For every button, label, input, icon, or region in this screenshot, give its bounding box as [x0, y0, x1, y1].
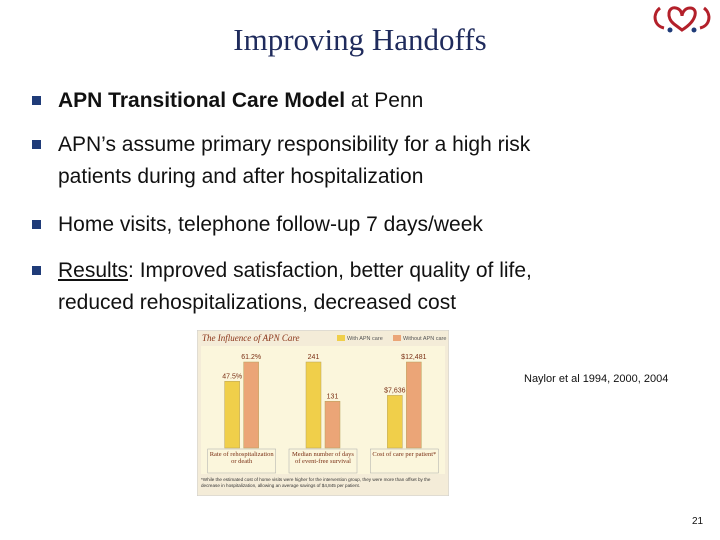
chart-footnote: *While the estimated cost of home visits… [201, 477, 431, 488]
bar [243, 361, 259, 449]
value-label: $12,481 [401, 354, 426, 361]
value-label: 241 [308, 354, 320, 361]
bullet-text: at Penn [350, 89, 424, 112]
chart-title: The Influence of APN Care [202, 333, 299, 343]
bullet-line: : Improved satisfaction, better quality … [128, 259, 532, 282]
legend-swatch [337, 335, 345, 341]
category-box [370, 448, 439, 474]
category-label: Median number of days of event-free surv… [292, 451, 354, 465]
value-label: $7,636 [384, 387, 406, 394]
legend-swatch [393, 335, 401, 341]
slide-title: Improving Handoffs [233, 22, 487, 57]
category-box [288, 448, 358, 474]
bar [387, 395, 403, 449]
bullet-text: Home visits, telephone follow-up 7 days/… [58, 213, 483, 236]
category-label: Cost of care per patient* [372, 451, 437, 458]
page-number: 21 [692, 516, 704, 527]
bullet-bold: APN Transitional Care Model [58, 89, 346, 112]
legend-label: With APN care [347, 336, 383, 342]
value-label: 61.2% [241, 354, 261, 361]
bullet-line: reduced rehospitalizations, decreased co… [58, 291, 457, 314]
chart: The Influence of APN Care With APN care W… [196, 329, 450, 497]
bar [406, 361, 422, 449]
category-box [207, 448, 276, 474]
bullet-line: APN’s assume primary responsibility for … [58, 133, 531, 156]
bar [324, 401, 341, 449]
legend-label: Without APN care [403, 336, 446, 342]
citation: Naylor et al 1994, 2000, 2004 [524, 373, 669, 385]
bar [224, 381, 240, 449]
bullet-line: patients during and after hospitalizatio… [58, 165, 424, 188]
chart-svg: The Influence of APN Care With APN care W… [196, 329, 450, 497]
bar [305, 361, 322, 449]
value-label: 47.5% [222, 373, 242, 380]
category-label: Rate of rehospitalization or death [209, 451, 274, 465]
value-label: 131 [327, 393, 339, 400]
bullet-underlined: Results [58, 259, 129, 282]
logo [653, 6, 711, 33]
